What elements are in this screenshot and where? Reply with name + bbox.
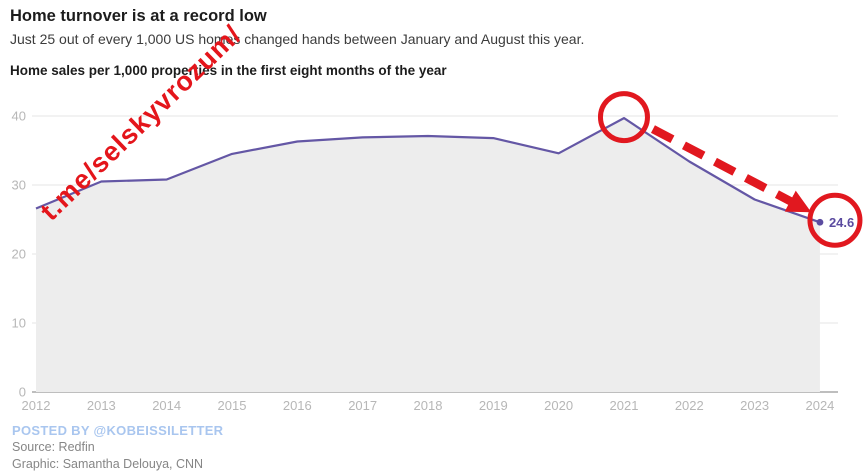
posted-by-credit: POSTED BY @KOBEISSILETTER — [12, 423, 224, 438]
y-tick-label: 10 — [12, 316, 26, 331]
y-tick-label: 30 — [12, 178, 26, 193]
end-point-dot — [816, 218, 824, 226]
end-point: 24.6 — [816, 215, 854, 230]
x-tick-label: 2023 — [740, 398, 769, 413]
peak-circle-annotation — [597, 91, 650, 144]
x-tick-label: 2024 — [805, 398, 834, 413]
area-shape — [36, 118, 820, 392]
x-tick-label: 2018 — [414, 398, 443, 413]
y-tick-label: 20 — [12, 247, 26, 262]
x-tick-label: 2014 — [152, 398, 181, 413]
chart-axis-title: Home sales per 1,000 properties in the f… — [10, 63, 447, 78]
x-tick-label: 2019 — [479, 398, 508, 413]
end-value-label: 24.6 — [829, 215, 854, 230]
x-tick-label: 2015 — [218, 398, 247, 413]
x-tick-label: 2016 — [283, 398, 312, 413]
axis-tick-labels: 0 10 20 30 40 2012 2013 2014 2015 2016 2017 2018 201… — [12, 109, 835, 414]
source-credit: Source: Redfin — [12, 440, 95, 454]
red-annotations — [597, 91, 863, 248]
downward-trend-arrow — [650, 125, 812, 213]
series-line — [35, 116, 821, 224]
graphic-credit: Graphic: Samantha Delouya, CNN — [12, 457, 204, 471]
x-tick-label: 2020 — [544, 398, 573, 413]
page-title: Home turnover is at a record low — [10, 7, 267, 25]
y-tick-label: 40 — [12, 109, 26, 124]
data-line — [35, 116, 821, 224]
x-tick-label: 2012 — [22, 398, 51, 413]
x-tick-label: 2022 — [675, 398, 704, 413]
chart-subtitle: Just 25 out of every 1,000 US homes chan… — [10, 31, 585, 47]
x-tick-label: 2021 — [610, 398, 639, 413]
area-fill — [36, 118, 820, 392]
y-tick-label: 0 — [19, 385, 26, 400]
end-circle-annotation — [807, 192, 863, 248]
x-tick-label: 2013 — [87, 398, 116, 413]
x-tick-label: 2017 — [348, 398, 377, 413]
